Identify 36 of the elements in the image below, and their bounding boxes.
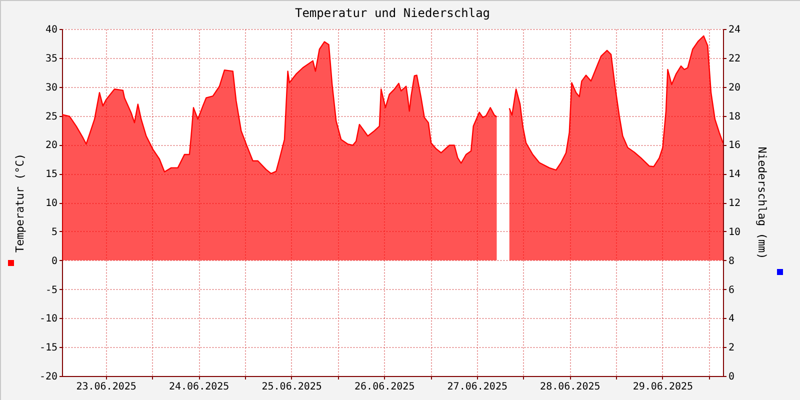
- y2-tick-label: 24: [728, 24, 741, 36]
- y2-tick-label: 8: [728, 256, 735, 267]
- y2-axis-title: Niederschlag (mm): [756, 146, 769, 260]
- x-tick-label: 23.06.2025: [76, 382, 136, 392]
- y-tick-label: 20: [45, 140, 58, 152]
- y2-tick-label: 12: [728, 198, 741, 209]
- y-tick-label: 25: [45, 111, 58, 122]
- y-tick-label: 15: [45, 169, 58, 180]
- chart-title: Temperatur und Niederschlag: [294, 6, 490, 20]
- x-tick-label: 27.06.2025: [447, 382, 508, 392]
- x-tick-label: 26.06.2025: [354, 382, 415, 392]
- y2-tick-label: 16: [728, 140, 741, 152]
- y2-tick-label: 22: [728, 53, 741, 64]
- y-tick-label: 10: [45, 198, 58, 209]
- y-tick-label: 40: [45, 24, 58, 36]
- y2-tick-label: 0: [728, 372, 735, 382]
- x-tick-label: 25.06.2025: [262, 382, 322, 392]
- y2-tick-label: 6: [728, 284, 735, 296]
- y-tick-label: -10: [39, 314, 58, 325]
- y-tick-label: 35: [45, 53, 58, 64]
- x-tick-label: 29.06.2025: [632, 382, 694, 392]
- y-tick-label: -15: [39, 342, 58, 354]
- y-tick-label: -5: [45, 284, 58, 296]
- y2-tick-label: 18: [728, 111, 741, 122]
- y2-tick-label: 4: [728, 314, 735, 325]
- y2-tick-label: 20: [728, 82, 741, 94]
- y2-tick-label: 10: [728, 226, 741, 238]
- y-axis-title: Temperatur (°C): [13, 153, 26, 253]
- y-tick-label: 0: [51, 256, 58, 267]
- y-tick-label: 30: [45, 82, 58, 94]
- y-tick-label: 5: [51, 226, 58, 238]
- x-tick-label: 28.06.2025: [540, 382, 600, 392]
- y2-tick-label: 14: [728, 169, 741, 180]
- y2-tick-label: 2: [728, 342, 735, 354]
- y-tick-label: -20: [39, 372, 58, 382]
- x-tick-label: 24.06.2025: [168, 382, 230, 392]
